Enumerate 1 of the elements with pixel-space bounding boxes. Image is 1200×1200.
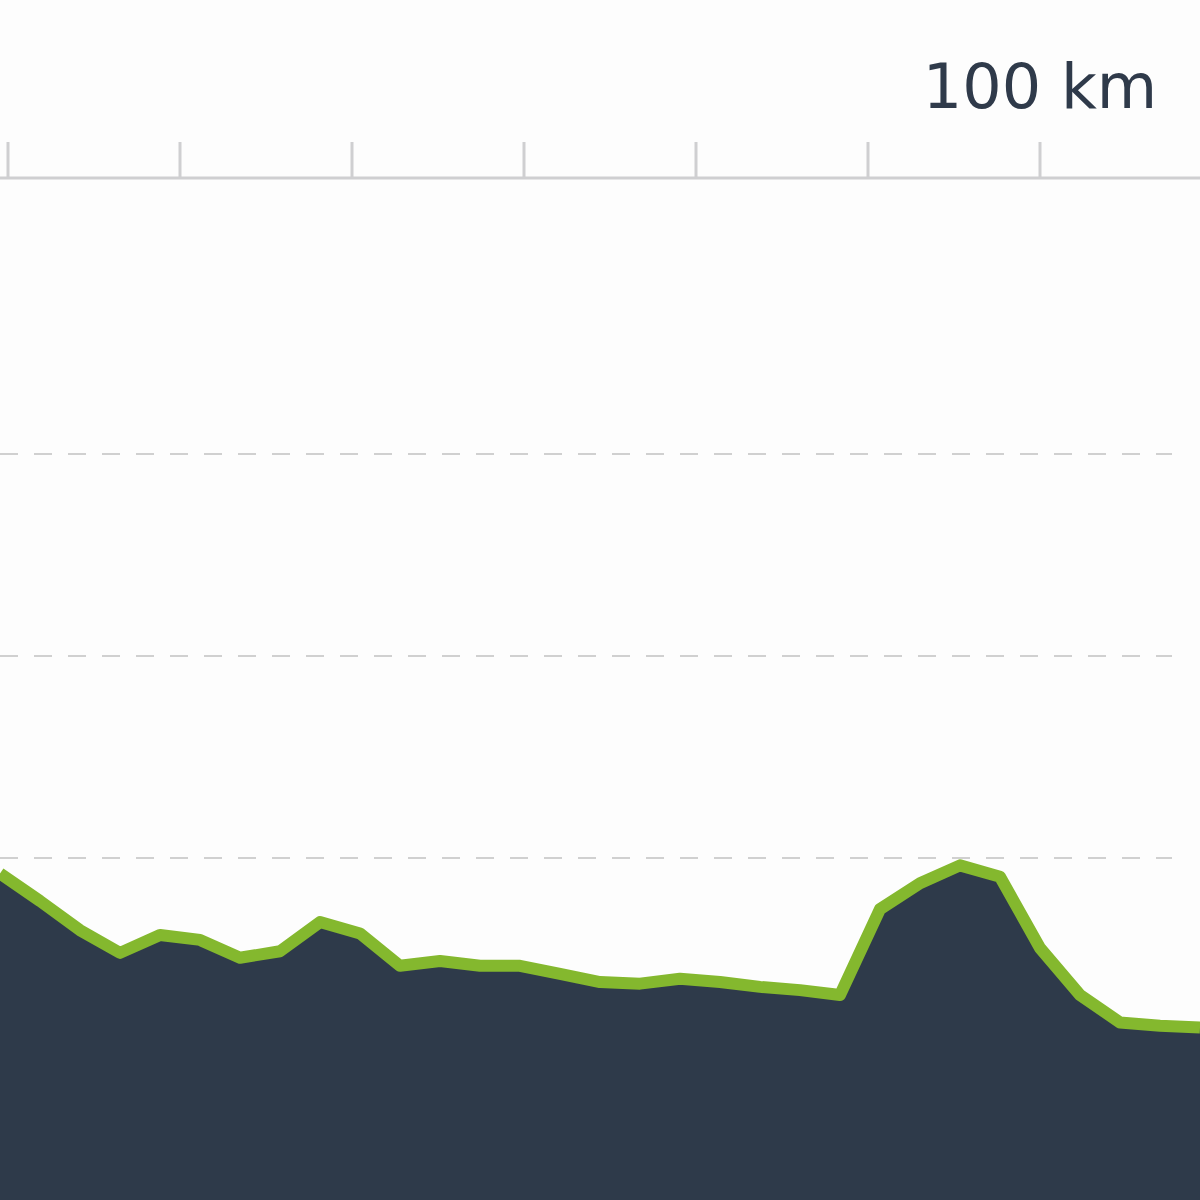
- text: 100 km: [922, 50, 1158, 123]
